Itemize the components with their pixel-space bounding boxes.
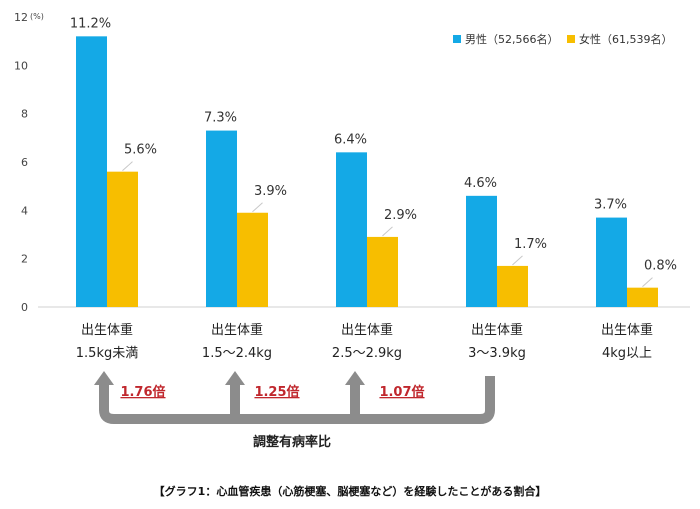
data-label-male: 3.7% xyxy=(594,198,627,213)
ratio-bracket xyxy=(99,376,495,424)
category-labels: 出生体重1.5kg未満出生体重1.5～2.4kg出生体重2.5～2.9kg出生体… xyxy=(76,322,653,361)
y-tick-label: 2 xyxy=(21,253,28,266)
category-label-line2: 1.5kg未満 xyxy=(76,346,138,361)
data-label-male: 11.2% xyxy=(70,16,111,31)
data-label-male: 6.4% xyxy=(334,132,367,147)
category-label-line2: 4kg以上 xyxy=(602,346,652,361)
legend-swatch xyxy=(453,35,461,43)
category-label-line1: 出生体重 xyxy=(81,322,133,338)
bar-female xyxy=(497,265,528,307)
category-label-line2: 2.5～2.9kg xyxy=(332,346,402,361)
category-label-line2: 3～3.9kg xyxy=(468,346,526,361)
data-label-leader xyxy=(512,255,523,266)
ratio-arrow-head xyxy=(94,371,114,385)
category-label-line1: 出生体重 xyxy=(211,322,263,338)
ratio-label: 1.07倍 xyxy=(379,384,424,400)
data-label-female: 0.8% xyxy=(644,259,677,274)
bar-male xyxy=(466,195,497,307)
y-tick-label: 6 xyxy=(21,156,28,169)
data-label-leader xyxy=(382,226,393,237)
ratio-arrow-head xyxy=(225,371,245,385)
legend-label: 女性（61,539名） xyxy=(579,32,673,46)
data-label-female: 2.9% xyxy=(384,208,417,223)
bar-male xyxy=(336,152,367,307)
data-label-female: 1.7% xyxy=(514,237,547,252)
ratio-label: 1.76倍 xyxy=(120,384,165,400)
category-label-line1: 出生体重 xyxy=(341,322,393,338)
bar-male xyxy=(206,130,237,307)
y-tick-label: 10 xyxy=(14,59,28,72)
y-tick-label: 0 xyxy=(21,301,28,314)
ratio-bracket-label: 調整有病率比 xyxy=(253,434,331,450)
data-label-female: 5.6% xyxy=(124,143,157,158)
legend-swatch xyxy=(567,35,575,43)
ratio-arrow-head xyxy=(345,371,365,385)
data-label-leader xyxy=(642,277,653,288)
data-label-male: 7.3% xyxy=(204,111,237,126)
y-unit-label: (%) xyxy=(30,12,44,21)
bar-male xyxy=(596,217,627,307)
category-label-line1: 出生体重 xyxy=(471,322,523,338)
data-labels: 11.2% 5.6% 7.3% 3.9% 6.4% 2.9% 4.6% 1.7% 3.7% 0.8… xyxy=(70,16,677,288)
y-tick-label: 12 xyxy=(14,11,28,24)
bar-female xyxy=(627,287,658,307)
bar-female xyxy=(107,171,138,307)
bar-male xyxy=(76,36,107,307)
chart-caption: 【グラフ1：心血管疾患（心筋梗塞、脳梗塞など）を経験したことがある割合】 xyxy=(153,485,547,498)
data-label-female: 3.9% xyxy=(254,184,287,199)
legend: 男性（52,566名） 女性（61,539名） xyxy=(453,32,673,46)
bars xyxy=(76,36,658,307)
ratio-label: 1.25倍 xyxy=(254,384,299,400)
y-tick-label: 4 xyxy=(21,204,28,217)
bar-female xyxy=(237,212,268,307)
category-label-line1: 出生体重 xyxy=(601,322,653,338)
bar-female xyxy=(367,236,398,307)
data-label-leader xyxy=(252,202,263,213)
data-label-leader xyxy=(122,161,133,172)
y-tick-label: 8 xyxy=(21,108,28,121)
category-label-line2: 1.5～2.4kg xyxy=(202,346,272,361)
legend-label: 男性（52,566名） xyxy=(465,32,559,46)
data-label-male: 4.6% xyxy=(464,176,497,191)
